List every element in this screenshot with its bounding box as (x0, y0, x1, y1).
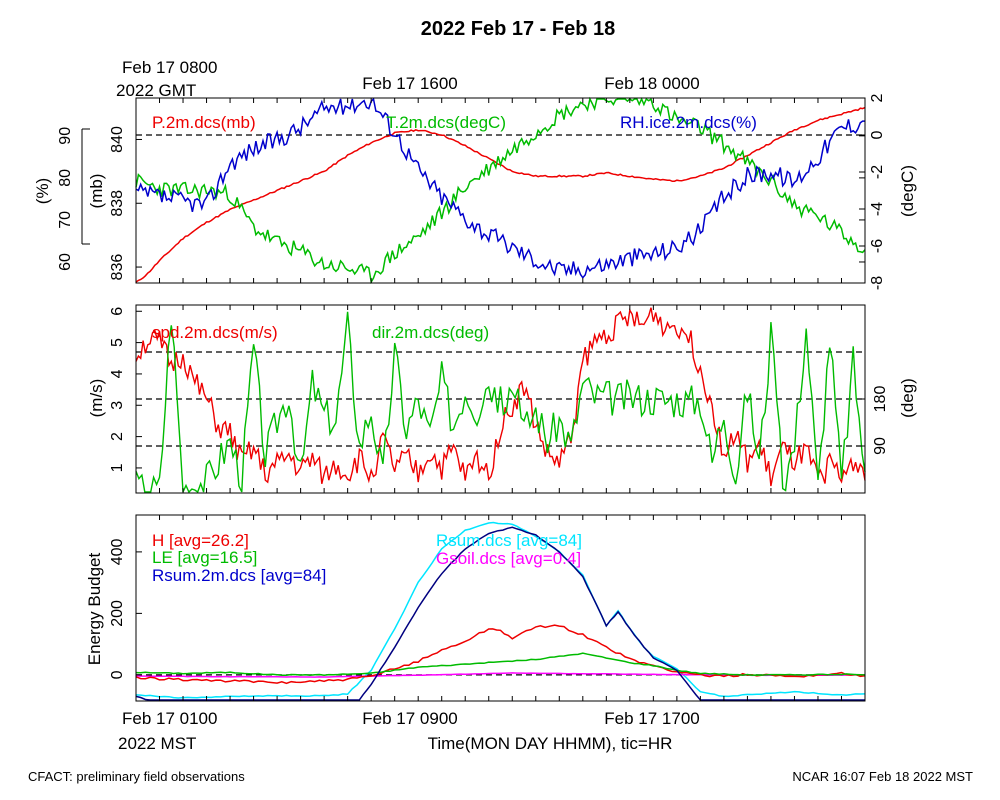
panel1-ytick-temp-label: -8 (869, 276, 886, 290)
panel1-ticks: 836 838 840 60 70 80 90 -8 -6 -4 -2 0 2 (57, 93, 886, 290)
panel1-ytick-temp-label: -4 (869, 202, 886, 216)
panel3-ticks: 0 200 400 (109, 515, 842, 701)
mst-start-label-line2: 2022 MST (118, 734, 196, 753)
series-temperature-line (135, 96, 866, 285)
panel2-ytick-dir-label: 180 (872, 386, 889, 413)
panel3-frame (135, 514, 866, 702)
panel1-frame (135, 97, 866, 284)
panel2-ytick-speed-label: 6 (109, 307, 126, 316)
panel1-ytick-temp-label: -2 (869, 165, 886, 179)
series-pressure-line (135, 106, 866, 283)
panel1-ytick-pressure-label: 836 (109, 254, 126, 281)
panel1-ytick-temp-label: -6 (869, 239, 886, 253)
legend-pressure: P.2m.dcs(mb) (152, 113, 256, 132)
panel2-ytick-speed-label: 3 (109, 401, 126, 410)
series-rsum-2m-line (135, 526, 865, 701)
panel2-ylabel-dir: (deg) (898, 378, 917, 418)
series-h-line (135, 624, 866, 685)
legend-direction: dir.2m.dcs(deg) (372, 323, 489, 342)
panel1-ytick-pressure-label: 840 (109, 126, 126, 153)
panel1-ylabel-pressure: (mb) (87, 174, 106, 209)
footer-left: CFACT: preliminary field observations (28, 769, 245, 784)
series-direction-line (135, 311, 866, 494)
xaxis-title: Time(MON DAY HHMM), tic=HR (428, 734, 673, 753)
panel1-ytick-rh-label: 90 (57, 127, 74, 145)
footer-right: NCAR 16:07 Feb 18 2022 MST (792, 769, 973, 784)
panel2-ytick-speed-label: 5 (109, 338, 126, 347)
panel1-ytick-temp-label: 2 (869, 93, 886, 102)
panel1-series (135, 96, 866, 285)
gmt-mid-label: Feb 17 1600 (362, 74, 457, 93)
series-speed-line (135, 307, 866, 487)
panel2-ytick-speed-label: 2 (109, 432, 126, 441)
panel1-ytick-temp-label: 0 (869, 130, 886, 139)
panel1-ylabel-rh: (%) (33, 178, 52, 204)
mst-end-label: Feb 17 1700 (604, 709, 699, 728)
panel1-ytick-rh-label: 70 (57, 211, 74, 229)
series-le-line (135, 652, 866, 677)
panel3-ylabel: Energy Budget (85, 552, 104, 665)
panel1-ytick-rh-label: 60 (57, 253, 74, 271)
panel2-ytick-speed-label: 4 (109, 369, 126, 378)
panel3-ytick-label: 200 (109, 600, 126, 627)
series-rsum-line (135, 521, 866, 699)
panel2-series (135, 307, 866, 494)
legend-rsum: Rsum.dcs [avg=84] (436, 531, 582, 550)
legend-speed: spd.2m.dcs(m/s) (152, 323, 278, 342)
panel3-ytick-label: 400 (109, 538, 126, 565)
panel2-ticks: 1 2 3 4 5 6 90 180 (109, 305, 889, 493)
legend-rh: RH.ice.2m.dcs(%) (620, 113, 757, 132)
panel3-series (135, 521, 866, 701)
panel2-ytick-speed-label: 1 (109, 463, 126, 472)
panel-energy-budget: 0 200 400 Energy Budget H [avg=26.2] LE [a… (85, 514, 866, 702)
panel1-ylabel-temp: (degC) (898, 165, 917, 217)
legend-h: H [avg=26.2] (152, 531, 249, 550)
gmt-end-label: Feb 18 0000 (604, 74, 699, 93)
mst-start-label-line1: Feb 17 0100 (122, 709, 217, 728)
gmt-start-label-line2: 2022 GMT (116, 81, 196, 100)
legend-temperature: T.2m.dcs(degC) (386, 113, 506, 132)
figure-title: 2022 Feb 17 - Feb 18 (421, 18, 616, 40)
legend-rsum-2m: Rsum.2m.dcs [avg=84] (152, 566, 326, 585)
panel-pressure-temperature-rh: 836 838 840 60 70 80 90 -8 -6 -4 -2 0 2 (%) (mb) (de… (33, 93, 917, 290)
panel2-ylabel-speed: (m/s) (87, 379, 106, 418)
panel2-reference-lines (136, 351, 865, 447)
gmt-start-label-line1: Feb 17 0800 (122, 58, 217, 77)
legend-gsoil: Gsoil.dcs [avg=0.4] (436, 549, 581, 568)
legend-le: LE [avg=16.5] (152, 548, 257, 567)
panel1-ytick-rh-label: 80 (57, 169, 74, 187)
mst-mid-label: Feb 17 0900 (362, 709, 457, 728)
series-rh-line (135, 97, 865, 279)
panel3-ytick-label: 0 (109, 670, 126, 679)
panel2-ytick-dir-label: 90 (872, 437, 889, 455)
panel1-ytick-pressure-label: 838 (109, 190, 126, 217)
